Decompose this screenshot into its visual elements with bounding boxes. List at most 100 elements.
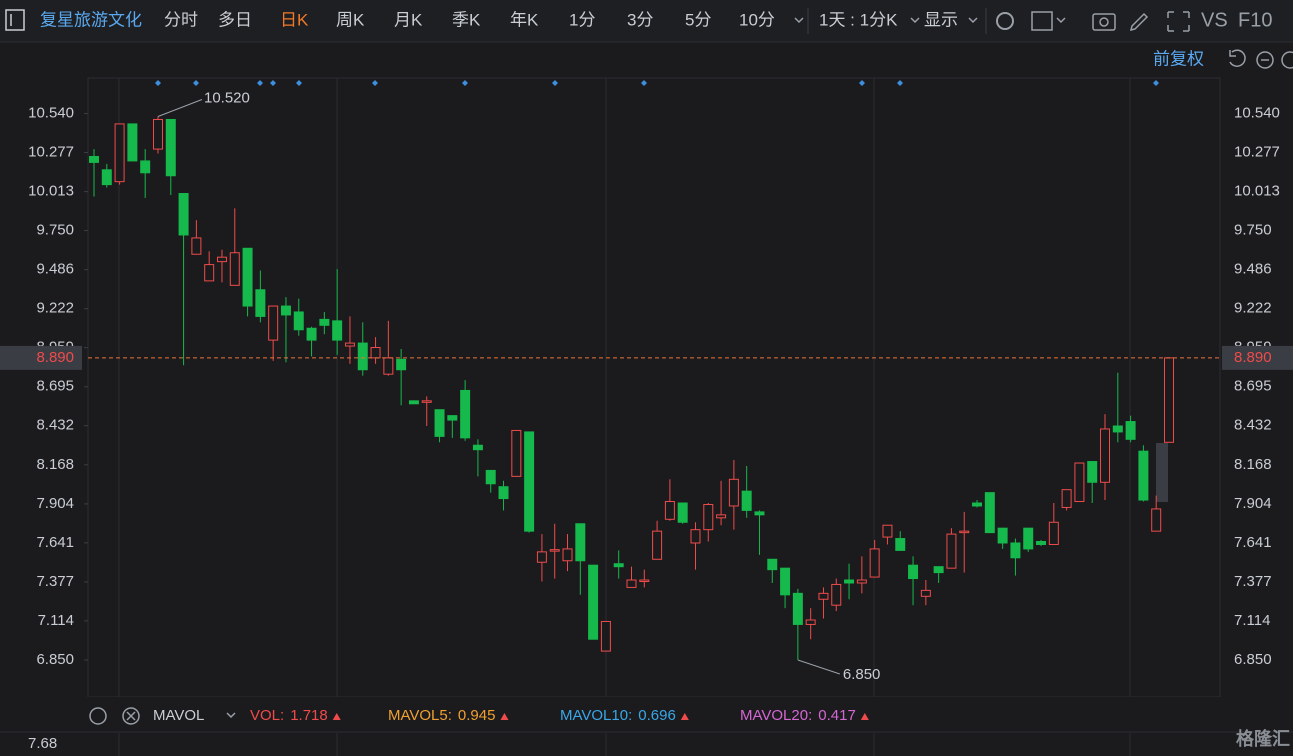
period-tab[interactable]: 分时 (164, 10, 198, 29)
candle-body (152, 118, 163, 150)
candle-body (536, 551, 547, 563)
y-tick-label-right: 8.168 (1234, 456, 1272, 473)
period-tab[interactable]: 多日 (218, 10, 252, 29)
candle-body (1138, 450, 1149, 501)
y-tick-label-right: 7.114 (1234, 612, 1270, 629)
y-tick-label: 10.277 (28, 143, 74, 160)
menu-icon[interactable] (5, 9, 25, 31)
f10-button[interactable]: F10 (1238, 9, 1272, 31)
last-price-box-left (0, 345, 82, 370)
candle-body (434, 409, 445, 437)
indicator-trend (500, 713, 509, 720)
period-tab[interactable]: 日K (280, 10, 309, 29)
watermark: 格隆汇 (1236, 728, 1290, 749)
settings-icon[interactable] (996, 12, 1014, 30)
candle-body (408, 400, 419, 405)
period-tab[interactable]: 1分 (569, 10, 595, 29)
candle-body (140, 160, 151, 174)
candle-body (882, 524, 893, 538)
candle-body (831, 583, 842, 606)
candle-body (1100, 428, 1111, 483)
candle-body (869, 548, 880, 578)
adjust-select[interactable]: 前复权 (1153, 49, 1204, 68)
candle-body (767, 558, 778, 571)
layout-icon[interactable] (1031, 11, 1053, 31)
indicator-key: VOL: (250, 707, 284, 724)
candle-body (677, 502, 688, 523)
candle-body (344, 342, 355, 347)
candle-body (255, 289, 266, 317)
zoom-in-icon[interactable] (1281, 51, 1293, 69)
indicator-settings[interactable] (89, 707, 107, 725)
candle-body (600, 620, 611, 652)
candle-body (1023, 527, 1034, 550)
candle-body (754, 511, 765, 516)
y-tick-label: 6.850 (36, 651, 74, 668)
period-tab[interactable]: 周K (336, 10, 365, 29)
max-label: 10.520 (204, 89, 250, 106)
y-tick-label: 8.168 (36, 456, 74, 473)
period-tab[interactable]: 5分 (685, 10, 711, 29)
period-tab[interactable]: 年K (510, 10, 539, 29)
y-tick-label-right: 9.222 (1234, 300, 1272, 317)
candle-body (780, 567, 791, 596)
period-tab[interactable]: 10分 (739, 10, 775, 29)
event-marker[interactable] (155, 80, 1159, 86)
y-tick-label: 9.750 (36, 221, 74, 238)
candle-body (89, 155, 99, 163)
range-select[interactable]: 1天 : 1分K (819, 10, 898, 29)
candle-body (856, 579, 867, 584)
candle-body (293, 311, 304, 331)
min-label: 6.850 (843, 666, 881, 683)
indicator-close[interactable] (122, 707, 140, 725)
vertical-guides (118, 78, 1131, 756)
compare-button[interactable]: VS (1201, 9, 1228, 31)
last-price-label-left: 8.890 (36, 349, 74, 366)
y-tick-label-right: 7.904 (1234, 495, 1272, 512)
candle-body (319, 318, 330, 326)
candle-body (562, 548, 573, 562)
camera-lens (1099, 17, 1109, 27)
candle-body (280, 305, 291, 316)
y-tick-label-right: 8.695 (1234, 378, 1272, 395)
candle-body (383, 357, 394, 375)
y-tick-label: 7.904 (36, 495, 74, 512)
candle-body (933, 566, 944, 574)
period-tab[interactable]: 月K (394, 10, 423, 29)
y-tick-label-right: 10.540 (1234, 105, 1280, 122)
candle-body (844, 579, 855, 584)
period-tab[interactable]: 季K (452, 10, 481, 29)
candle-body (818, 592, 829, 600)
candle-body (524, 431, 535, 532)
candle-body (1151, 508, 1162, 532)
candle-body (703, 503, 714, 531)
candle-body (575, 523, 586, 562)
candle-body (1164, 357, 1174, 443)
display-select[interactable]: 显示 (924, 10, 958, 29)
indicator-key: MAVOL5: (388, 707, 452, 724)
camera-icon[interactable] (1092, 13, 1116, 31)
candle-body (1048, 521, 1059, 545)
candle-body (1061, 489, 1072, 508)
indicator-key: MAVOL20: (740, 707, 812, 724)
reset-icon[interactable] (1229, 49, 1246, 67)
y-tick-label-right: 9.750 (1234, 221, 1272, 238)
candle-body (511, 429, 522, 477)
period-tab[interactable]: 3分 (627, 10, 653, 29)
y-tick-label: 8.432 (36, 417, 74, 434)
indicator-name[interactable]: MAVOL (153, 707, 204, 724)
candle-body (396, 358, 407, 371)
zoom-out-icon[interactable] (1256, 51, 1274, 69)
indicator-trend (332, 713, 341, 720)
candle-body (204, 264, 215, 282)
fullscreen-icon[interactable] (1167, 11, 1190, 32)
candle-body (1010, 542, 1021, 559)
stock-name[interactable]: 复星旅游文化 (40, 10, 142, 29)
pen-icon[interactable] (1129, 12, 1149, 32)
candle-body (306, 327, 317, 341)
event-markers (155, 80, 1159, 86)
indicator-icons (126, 711, 236, 721)
candle-body (114, 123, 125, 183)
candle-body (690, 529, 701, 544)
